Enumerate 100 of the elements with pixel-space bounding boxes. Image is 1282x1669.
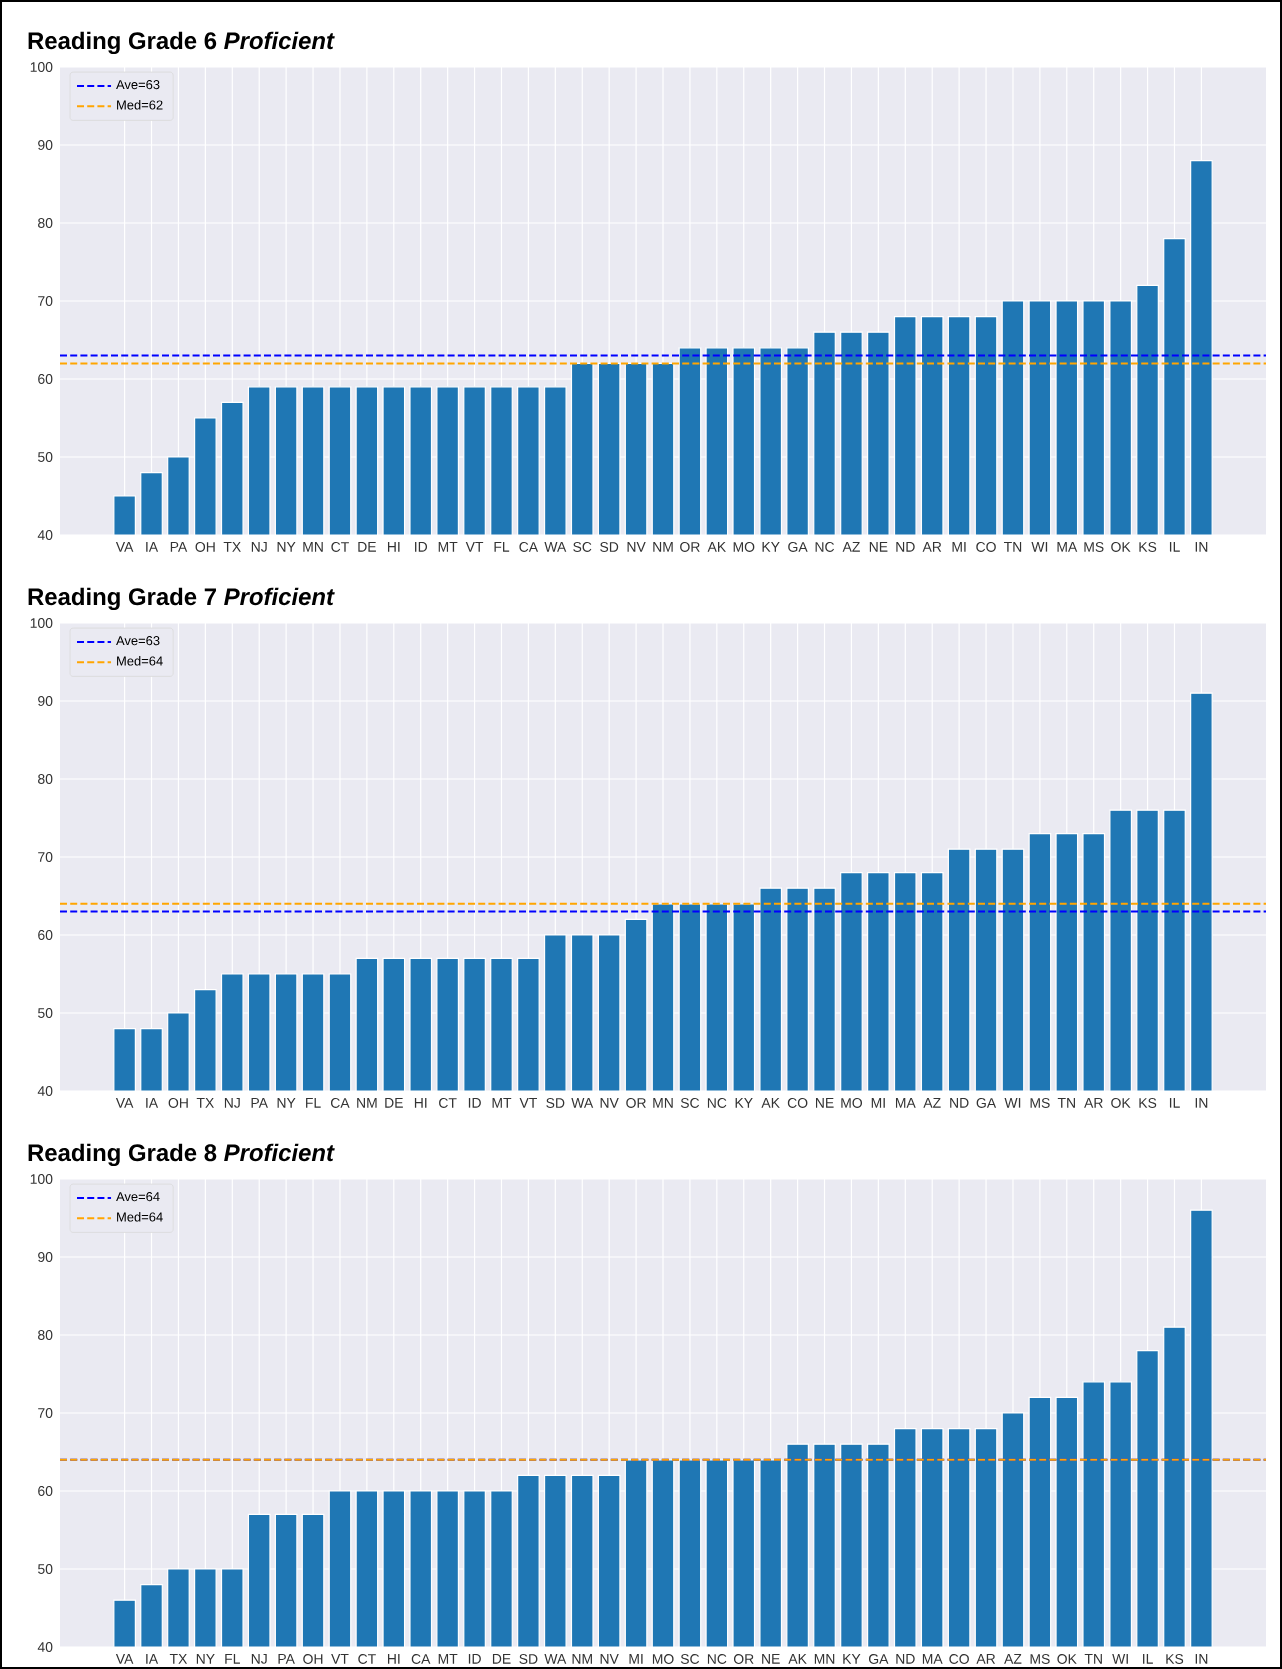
x-tick-label: AZ (923, 1098, 941, 1108)
x-tick-label: OR (680, 542, 700, 552)
x-tick-label: MN (303, 542, 323, 552)
x-tick-label: ND (950, 1098, 969, 1108)
x-tick-label: NE (816, 1098, 834, 1108)
y-tick-label: 60 (38, 1486, 53, 1496)
y-tick-label: 40 (37, 530, 53, 540)
x-tick-label: NY (196, 1654, 215, 1664)
y-tick-label: 100 (30, 1174, 53, 1184)
x-tick-label: SD (600, 542, 619, 552)
x-tick-label: MO (841, 1098, 863, 1108)
x-tick-label: PA (251, 1098, 268, 1108)
x-tick-label: TX (223, 542, 241, 552)
x-tick-label: AR (1084, 1098, 1103, 1108)
x-tick-label: CA (411, 1654, 431, 1664)
x-tick-label: NV (627, 542, 646, 552)
x-tick-label: WI (1112, 1654, 1128, 1664)
x-tick-label: WA (544, 542, 567, 552)
x-tick-label: NY (277, 542, 296, 552)
x-tick-label: IA (146, 542, 159, 552)
x-tick-label: SC (680, 1654, 700, 1664)
y-tick-label: 70 (38, 852, 53, 862)
legend-label: Ave=64 (116, 1192, 160, 1202)
x-tick-label: NM (653, 542, 673, 552)
x-tick-label: VT (519, 1098, 537, 1108)
x-tick-label: OH (168, 1098, 188, 1108)
y-tick-label: 90 (38, 1252, 53, 1262)
x-tick-label: TN (1003, 542, 1022, 552)
x-tick-label: IN (1195, 1098, 1208, 1108)
x-tick-label: OH (195, 542, 215, 552)
x-tick-label: CT (439, 1098, 457, 1108)
x-tick-label: FL (306, 1098, 321, 1108)
x-tick-label: VA (115, 1098, 134, 1108)
x-tick-label: KS (1166, 1654, 1184, 1664)
y-tick-label: 50 (38, 452, 53, 462)
x-tick-label: GA (788, 542, 808, 552)
x-tick-label: MI (871, 1098, 885, 1108)
x-tick-label: IL (1143, 1654, 1153, 1664)
x-tick-label: ID (468, 1654, 481, 1664)
x-tick-label: SC (573, 542, 592, 552)
x-tick-label: VT (465, 542, 484, 552)
x-tick-label: CO (787, 1098, 808, 1108)
x-tick-label: NY (277, 1098, 296, 1108)
y-tick-label: 40 (37, 1642, 53, 1652)
x-tick-label: KY (843, 1654, 861, 1664)
x-tick-label: NC (707, 1098, 727, 1108)
x-tick-label: WA (544, 1654, 567, 1664)
x-tick-label: AZ (842, 542, 860, 552)
x-tick-label: NJ (224, 1098, 240, 1108)
x-tick-label: KS (1139, 542, 1157, 552)
x-tick-label: SC (680, 1098, 700, 1108)
x-tick-label: NJ (251, 1654, 267, 1664)
x-tick-label: NC (707, 1654, 727, 1664)
x-tick-label: OK (1111, 542, 1131, 552)
x-tick-label: DE (358, 542, 376, 552)
y-tick-label: 80 (38, 218, 53, 228)
x-tick-label: NE (869, 542, 888, 552)
x-tick-label: CA (331, 1098, 350, 1108)
x-tick-label: MA (922, 1654, 943, 1664)
legend-label: Ave=63 (116, 636, 160, 646)
x-tick-label: NE (762, 1654, 780, 1664)
x-tick-label: IA (146, 1654, 159, 1664)
x-tick-label: TN (1084, 1654, 1102, 1664)
x-tick-label: CA (519, 542, 539, 552)
x-tick-label: AK (788, 1654, 807, 1664)
x-tick-label: MT (492, 1098, 512, 1108)
x-tick-label: CO (976, 542, 996, 552)
x-tick-label: ID (468, 1098, 481, 1108)
x-tick-label: TN (1057, 1098, 1075, 1108)
x-tick-label: IN (1195, 1654, 1208, 1664)
y-tick-label: 60 (38, 374, 53, 384)
x-tick-label: NJ (251, 542, 267, 552)
chart-title: Reading Grade 7 Proficient (28, 587, 335, 611)
y-tick-label: 90 (38, 696, 53, 706)
y-tick-label: 40 (37, 1086, 53, 1096)
x-tick-label: TX (169, 1654, 188, 1664)
x-tick-label: ID (415, 542, 428, 552)
chart-title: Reading Grade 6 Proficient (28, 31, 335, 54)
x-tick-label: OH (303, 1654, 323, 1664)
x-tick-label: DE (385, 1098, 403, 1108)
x-tick-label: HI (414, 1098, 427, 1108)
x-tick-label: GA (868, 1654, 889, 1664)
x-tick-label: MO (733, 542, 755, 552)
x-tick-label: SD (519, 1654, 538, 1664)
x-tick-label: IL (1169, 542, 1180, 552)
x-tick-label: AK (761, 1098, 780, 1108)
legend-label: Ave=63 (116, 80, 160, 90)
x-tick-label: NV (600, 1098, 619, 1108)
x-tick-label: NC (815, 542, 835, 552)
x-tick-label: ND (896, 1654, 915, 1664)
x-tick-label: CT (331, 542, 349, 552)
x-tick-label: ND (896, 542, 915, 552)
x-tick-label: OR (733, 1654, 754, 1664)
x-tick-label: CO (949, 1654, 969, 1664)
y-tick-label: 100 (30, 62, 53, 72)
x-tick-label: GA (976, 1098, 997, 1108)
x-tick-label: SD (546, 1098, 565, 1108)
x-tick-label: IN (1195, 542, 1208, 552)
x-tick-label: WI (1004, 1098, 1021, 1108)
x-tick-label: AR (922, 542, 942, 552)
